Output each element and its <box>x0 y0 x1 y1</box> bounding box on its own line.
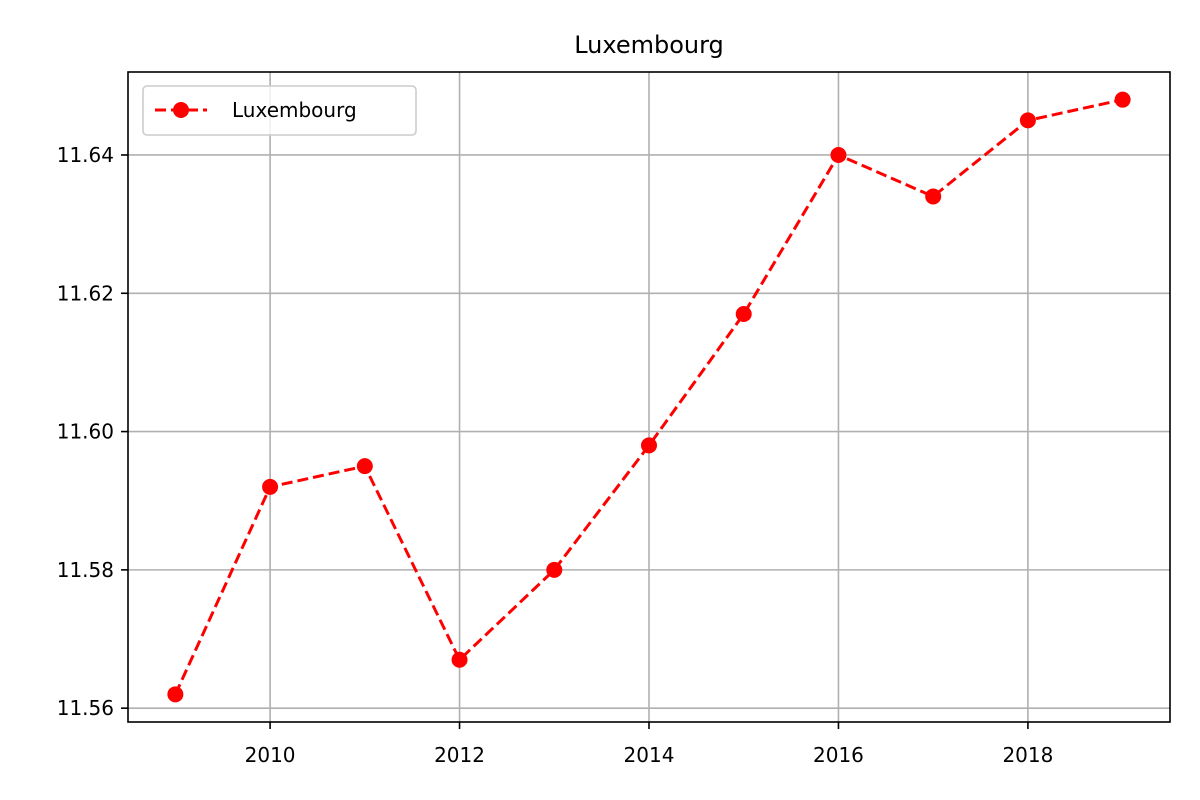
data-point <box>735 306 752 323</box>
data-point <box>546 561 563 578</box>
x-tick-label: 2016 <box>813 743 864 767</box>
legend: Luxembourg <box>142 85 417 136</box>
y-tick-label: 11.58 <box>57 558 114 582</box>
axis-ticks: 2010 2012 2014 2016 2018 11.56 11.58 11.60 11.62… <box>57 143 1054 767</box>
data-point <box>356 458 373 475</box>
data-point <box>925 188 942 205</box>
grid-lines <box>128 72 1170 722</box>
x-tick-label: 2012 <box>434 743 485 767</box>
data-point <box>262 478 279 495</box>
data-point <box>641 437 657 454</box>
y-tick-label: 11.56 <box>57 696 114 720</box>
series-line <box>173 98 1123 695</box>
data-point <box>830 146 847 163</box>
legend-marker <box>173 102 189 118</box>
data-point <box>167 686 184 703</box>
data-point <box>1114 91 1131 108</box>
x-tick-label: 2018 <box>1002 743 1053 767</box>
data-point <box>451 651 468 668</box>
y-tick-label: 11.62 <box>57 281 114 305</box>
legend-label: Luxembourg <box>232 98 357 122</box>
data-point <box>1019 112 1036 129</box>
y-tick-label: 11.60 <box>57 420 114 444</box>
x-tick-label: 2010 <box>245 743 296 767</box>
y-tick-label: 11.64 <box>57 143 114 167</box>
series-layer <box>167 91 1131 703</box>
x-tick-label: 2014 <box>624 743 675 767</box>
chart-title: Luxembourg <box>574 31 724 59</box>
legend-box <box>142 85 417 136</box>
